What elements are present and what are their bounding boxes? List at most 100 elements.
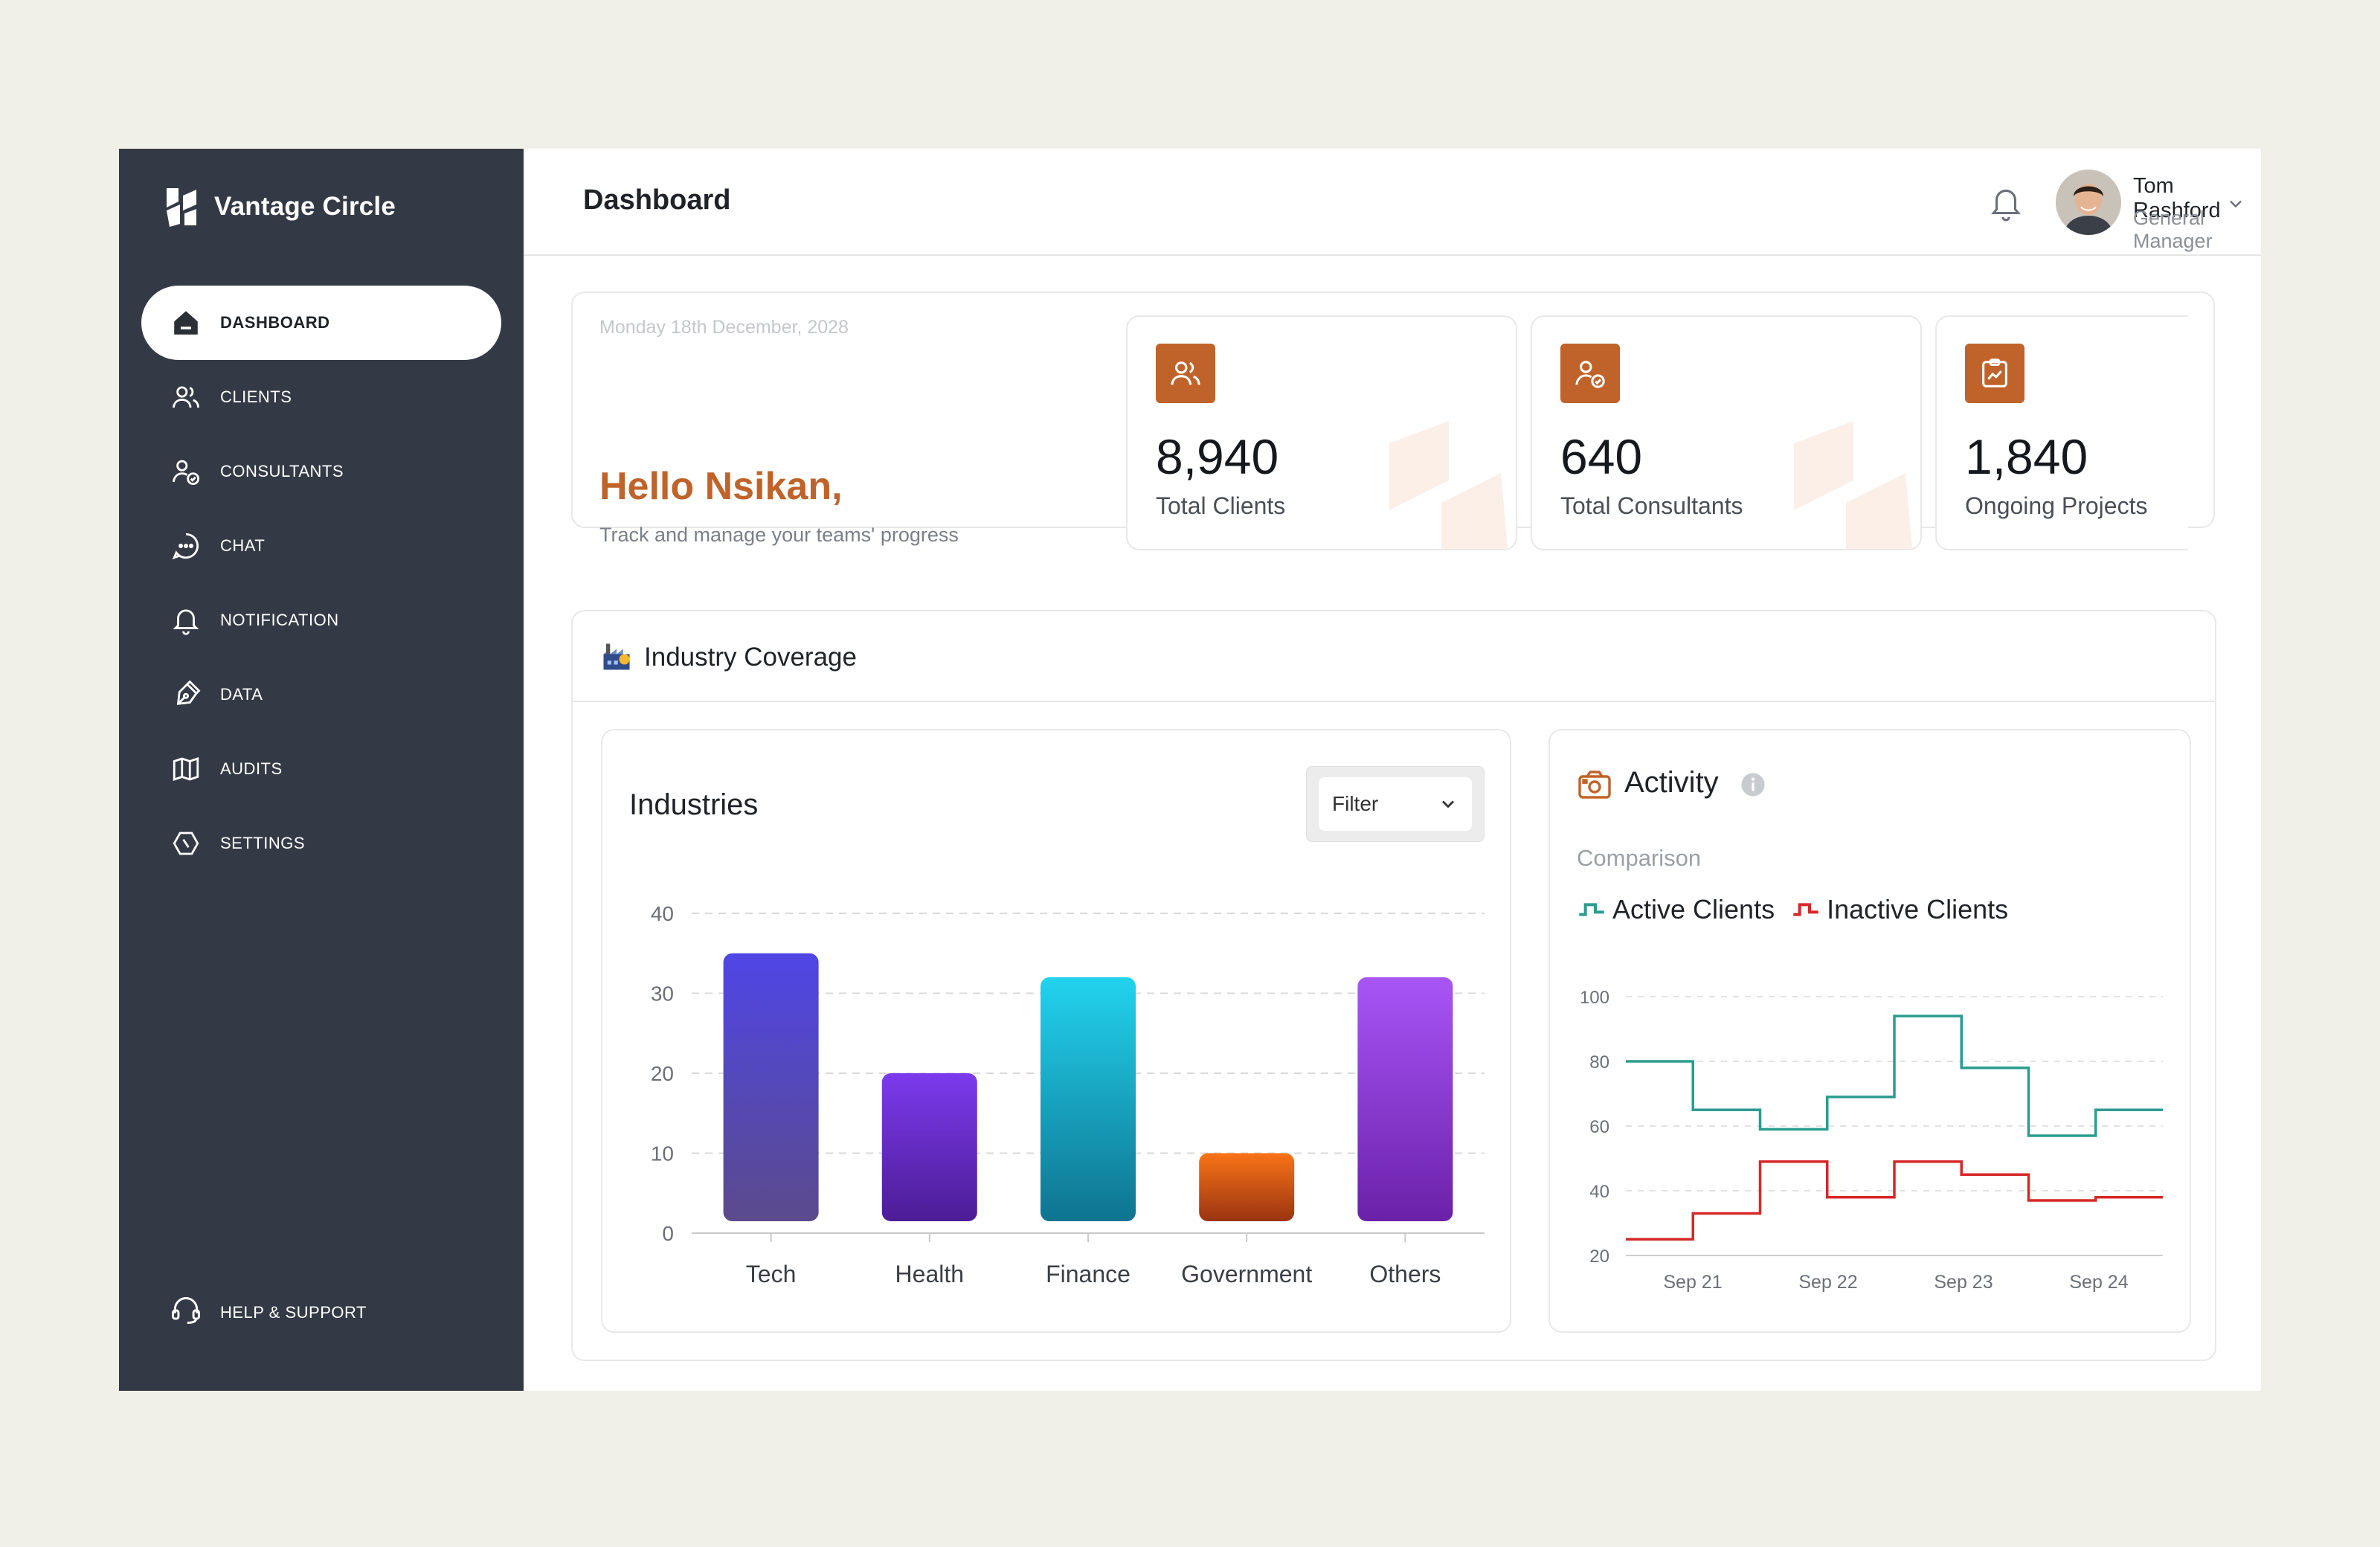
stat-label: Total Clients: [1156, 492, 1286, 519]
user-role: General Manager: [2133, 207, 2213, 252]
x-tick-label: Sep 23: [1934, 1272, 1993, 1293]
page-title: Dashboard: [583, 184, 731, 216]
filter-dropdown-wrap: Filter: [1306, 766, 1485, 842]
watermark-logo-icon: [1389, 421, 1508, 549]
chevron-down-icon[interactable]: [2225, 193, 2246, 214]
sidebar-item-clients[interactable]: CLIENTS: [141, 360, 501, 434]
stat-card-total-consultants[interactable]: 640 Total Consultants: [1531, 315, 1922, 550]
bar[interactable]: [1041, 977, 1136, 1221]
activity-title: Activity: [1624, 766, 1719, 799]
y-tick-label: 40: [1589, 1182, 1609, 1202]
x-tick-label: Health: [895, 1261, 965, 1287]
activity-subtitle: Comparison: [1577, 845, 1702, 871]
x-tick-label: Sep 24: [2069, 1272, 2128, 1293]
settings-icon: [170, 827, 202, 860]
brand[interactable]: Vantage Circle: [161, 183, 396, 231]
sidebar-item-chat[interactable]: CHAT: [141, 509, 501, 583]
legend-active-clients[interactable]: Active Clients: [1577, 894, 1775, 925]
chevron-down-icon: [1442, 800, 1454, 808]
stat-value: 640: [1560, 429, 1643, 484]
app-window: Vantage Circle DASHBOARD CLIENTS CONSULT…: [119, 149, 2261, 1391]
series-line[interactable]: [1626, 1160, 2163, 1241]
camera-chart-icon: [1578, 771, 1611, 799]
sidebar-item-label: DATA: [220, 685, 263, 704]
sidebar-item-notification[interactable]: NOTIFICATION: [141, 583, 501, 657]
sidebar-item-label: CLIENTS: [220, 387, 292, 406]
bar[interactable]: [1357, 977, 1453, 1221]
section-title: Industry Coverage: [644, 643, 857, 672]
user-check-icon: [170, 455, 202, 488]
bell-icon: [170, 604, 202, 637]
industries-title: Industries: [629, 788, 759, 821]
map-icon: [170, 753, 202, 785]
stat-value: 8,940: [1156, 429, 1279, 484]
sidebar-item-label: AUDITS: [220, 759, 283, 778]
users-icon: [170, 381, 202, 414]
sidebar-item-label: SETTINGS: [220, 834, 306, 852]
y-tick-label: 20: [1589, 1247, 1609, 1267]
series-line[interactable]: [1626, 1014, 2163, 1137]
stat-value: 1,840: [1965, 429, 2088, 484]
y-tick-label: 40: [651, 902, 674, 925]
sidebar-item-data[interactable]: DATA: [141, 657, 501, 732]
notification-bell-icon[interactable]: [1987, 183, 2024, 223]
section-header: Industry Coverage: [573, 611, 2215, 702]
bar[interactable]: [723, 953, 819, 1221]
welcome-card: Monday 18th December, 2028 Hello Nsikan,…: [571, 292, 2215, 550]
clipboard-chart-icon: [1965, 344, 2024, 403]
sidebar-item-consultants[interactable]: CONSULTANTS: [141, 434, 501, 509]
legend-inactive-clients[interactable]: Inactive Clients: [1791, 894, 2008, 925]
bar[interactable]: [881, 1073, 977, 1221]
y-tick-label: 100: [1580, 988, 1609, 1008]
home-icon: [170, 306, 202, 339]
y-tick-label: 60: [1589, 1117, 1609, 1137]
stat-card-total-clients[interactable]: 8,940 Total Clients: [1126, 315, 1517, 550]
sidebar-item-label: DASHBOARD: [220, 313, 330, 332]
industries-bar-chart: 0 10 20 30 40 Tech Health Finance Government Othe…: [651, 902, 1485, 1287]
y-tick-label: 0: [662, 1222, 674, 1245]
sidebar-item-settings[interactable]: SETTINGS: [141, 806, 501, 881]
user-check-icon: [1560, 344, 1620, 403]
industry-coverage-section: Industry Coverage Industries Filter 0 10 2…: [571, 610, 2216, 1361]
y-tick-label: 10: [651, 1142, 674, 1165]
factory-icon: [603, 643, 630, 670]
activity-panel: Activity Comparison Active Clients Inact…: [1548, 729, 2191, 1333]
stat-card-ongoing-projects[interactable]: 1,840 Ongoing Projects: [1935, 315, 2188, 550]
x-tick-label: Others: [1369, 1261, 1441, 1287]
legend-label: Active Clients: [1612, 894, 1775, 924]
user-name: Tom Rashford: [2133, 174, 2221, 222]
industries-chart-panel: Industries Filter 0 10 20 30 40 Tech Health Fin…: [601, 729, 1511, 1333]
help-support-label: HELP & SUPPORT: [220, 1302, 367, 1322]
activity-legend: Active Clients Inactive Clients: [1577, 894, 2008, 925]
greeting-subtitle: Track and manage your teams' progress: [599, 524, 959, 546]
y-tick-label: 80: [1589, 1052, 1609, 1072]
brand-name: Vantage Circle: [214, 192, 396, 221]
help-support-link[interactable]: HELP & SUPPORT: [170, 1294, 367, 1331]
stat-label: Ongoing Projects: [1965, 492, 2148, 519]
x-tick-label: Finance: [1046, 1261, 1130, 1287]
sidebar-item-dashboard[interactable]: DASHBOARD: [141, 286, 501, 360]
logo-icon: [167, 188, 196, 227]
x-tick-label: Sep 21: [1663, 1272, 1722, 1293]
y-tick-label: 30: [651, 982, 674, 1006]
step-line-icon: [1793, 903, 1818, 916]
activity-step-chart: 20 40 60 80 100 Sep 21 Sep 22 Sep 23 Sep 24: [1580, 988, 2163, 1293]
headset-icon: [170, 1294, 202, 1331]
legend-label: Inactive Clients: [1827, 894, 2009, 924]
sidebar-item-label: CONSULTANTS: [220, 462, 344, 480]
filter-label: Filter: [1332, 792, 1379, 815]
current-date: Monday 18th December, 2028: [599, 317, 849, 338]
pen-tool-icon: [170, 678, 202, 711]
x-tick-label: Tech: [746, 1261, 797, 1287]
bar[interactable]: [1199, 1153, 1295, 1222]
x-tick-label: Government: [1181, 1261, 1312, 1287]
info-icon[interactable]: [1740, 772, 1766, 797]
sidebar-item-audits[interactable]: AUDITS: [141, 732, 501, 806]
x-tick-label: Sep 22: [1798, 1272, 1857, 1293]
filter-dropdown[interactable]: Filter: [1319, 777, 1472, 831]
top-header: Dashboard Tom Rashford General Manager: [524, 149, 2261, 256]
chat-icon: [170, 530, 202, 562]
avatar[interactable]: [2056, 170, 2121, 235]
watermark-logo-icon: [1794, 421, 1913, 549]
sidebar-item-label: CHAT: [220, 536, 266, 555]
